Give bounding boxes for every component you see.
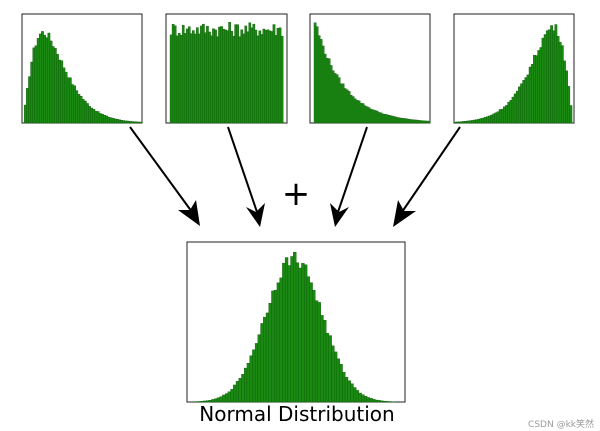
histogram-bar (569, 105, 573, 124)
histogram-bars (453, 24, 573, 124)
watermark: CSDN @kk笑然 (528, 418, 594, 430)
histogram-left-skewed (453, 13, 575, 124)
histogram-bar (293, 252, 297, 403)
histogram-bar (317, 302, 321, 403)
histogram-bar (342, 372, 346, 403)
histogram-bar (139, 121, 143, 124)
histogram-bar (282, 262, 286, 403)
histogram-bar (306, 276, 311, 403)
histogram-bar (344, 377, 349, 403)
histogram-bar (268, 303, 272, 403)
histogram-bar (224, 393, 229, 403)
histogram-bar (301, 263, 305, 403)
histogram-bar (350, 383, 354, 403)
histogram-bar (238, 378, 242, 403)
arrow-3-head (330, 203, 349, 227)
arrow-2-shaft (227, 126, 258, 213)
histogram-bar (230, 389, 234, 403)
histogram-bar (241, 374, 245, 403)
histogram-bar (567, 86, 571, 124)
histogram-bar (331, 345, 335, 403)
caption-normal-distribution: Normal Distribution (199, 402, 394, 426)
histogram-bar (271, 290, 275, 403)
histogram-bar (320, 315, 324, 403)
histogram-bar (303, 264, 308, 403)
histogram-bar (353, 387, 357, 403)
histogram-bars (194, 252, 395, 403)
histogram-bar (222, 394, 226, 403)
arrow-4-head (393, 200, 416, 227)
histogram-bar (260, 323, 264, 403)
histogram-bar (355, 390, 360, 403)
histogram-bar (279, 277, 283, 403)
arrow-1 (129, 126, 200, 226)
arrow-4-shaft (401, 126, 461, 213)
histogram-bar (274, 289, 278, 403)
histogram-bar (252, 349, 256, 403)
histogram-bar (287, 265, 291, 403)
histogram-bar (246, 362, 251, 403)
histogram-bar (314, 300, 319, 403)
arrow-2 (227, 126, 265, 227)
histogram-bar (298, 267, 302, 403)
histogram-bar (347, 380, 351, 403)
histogram-bar (227, 391, 232, 403)
histogram-bar (280, 35, 284, 124)
histogram-bar (233, 384, 237, 403)
histogram-bar (257, 334, 261, 403)
histogram-bar (339, 364, 343, 403)
histogram-normal (186, 241, 406, 403)
histogram-bar (235, 381, 240, 403)
histogram-bar (276, 282, 281, 403)
histogram-right-skewed (21, 13, 143, 124)
histogram-bar (358, 392, 362, 403)
arrow-2-head (246, 203, 265, 227)
arrow-3-shaft (337, 126, 368, 213)
histogram-bar (323, 320, 327, 403)
arrow-3 (330, 126, 368, 227)
histogram-bar (263, 316, 267, 403)
histogram-bar (284, 257, 289, 403)
histogram-bar (290, 256, 294, 403)
histogram-bar (325, 333, 330, 403)
histogram-bar (336, 358, 341, 403)
histogram-bar (328, 335, 332, 403)
plus-operator: + (282, 174, 311, 214)
histogram-bar (295, 262, 300, 403)
histogram-bar (427, 120, 431, 124)
arrow-4 (393, 126, 461, 227)
histogram-bar (312, 289, 316, 403)
histogram-bar (333, 351, 338, 403)
histogram-bar (361, 394, 365, 403)
arrow-1-head (178, 200, 200, 226)
histogram-bar (309, 282, 313, 403)
histogram-bars (169, 22, 284, 124)
histogram-bar (254, 343, 259, 403)
histogram-bars (23, 31, 143, 124)
histogram-bars (313, 22, 431, 124)
histogram-exponential (309, 13, 431, 124)
arrow-1-shaft (129, 126, 193, 213)
histogram-bar (244, 367, 248, 403)
histogram-bar (249, 355, 253, 403)
histogram-uniform (165, 13, 288, 124)
histogram-bar (265, 312, 270, 403)
